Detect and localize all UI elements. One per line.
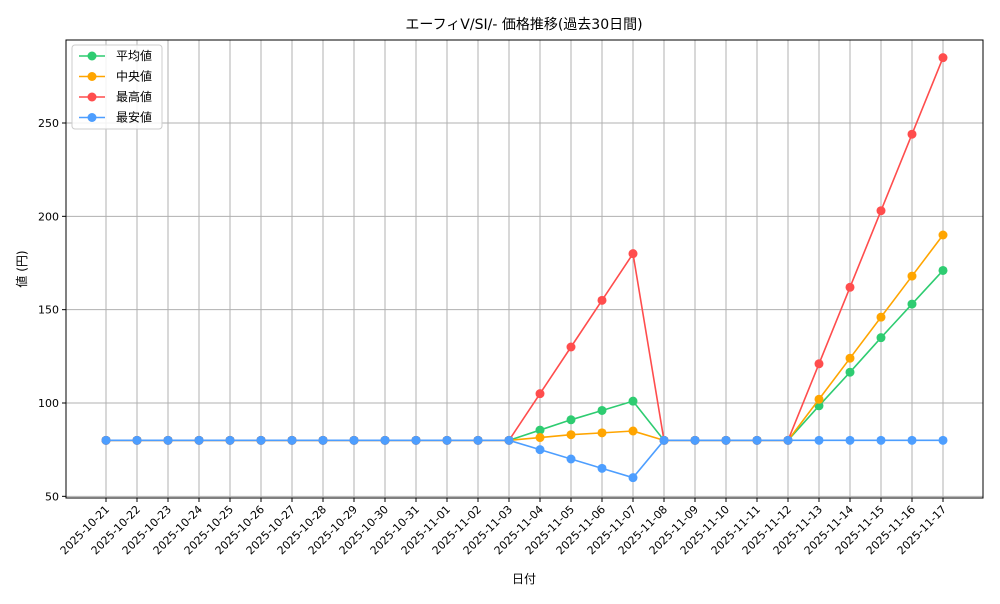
data-point — [349, 435, 359, 445]
y-tick-label: 150 — [38, 304, 59, 317]
data-point — [845, 353, 855, 363]
data-point — [597, 405, 607, 415]
series-line — [106, 439, 943, 479]
data-point — [101, 435, 111, 445]
data-point — [783, 435, 793, 445]
data-point — [690, 435, 700, 445]
data-point — [814, 435, 824, 445]
data-point — [535, 433, 545, 443]
plot-frame — [65, 39, 984, 499]
data-point — [907, 129, 917, 139]
data-point — [845, 282, 855, 292]
data-point — [628, 473, 638, 483]
data-point — [907, 299, 917, 309]
data-point — [659, 435, 669, 445]
data-point — [845, 367, 855, 377]
data-point — [566, 415, 576, 425]
series-2 — [101, 53, 948, 445]
legend-marker — [87, 72, 97, 81]
data-point — [752, 435, 762, 445]
legend-frame — [71, 44, 163, 130]
series-layer — [101, 53, 948, 483]
data-point — [845, 435, 855, 445]
legend-marker — [87, 113, 97, 122]
data-point — [597, 463, 607, 473]
legend-label: 平均値 — [116, 48, 152, 63]
data-point — [938, 265, 948, 275]
data-point — [411, 435, 421, 445]
data-point — [318, 435, 328, 445]
legend-item: 最安値 — [79, 110, 152, 125]
y-tick-label: 250 — [38, 117, 59, 130]
legend-item: 平均値 — [79, 48, 152, 63]
data-point — [628, 249, 638, 259]
y-tick-label: 100 — [38, 397, 59, 410]
data-point — [194, 435, 204, 445]
series-line — [106, 269, 944, 442]
y-tick-label: 200 — [38, 210, 59, 223]
data-point — [132, 435, 142, 445]
data-point — [566, 342, 576, 352]
data-point — [535, 389, 545, 399]
series-3 — [101, 435, 948, 483]
data-point — [876, 333, 886, 343]
data-point — [597, 428, 607, 438]
y-tick-label: 50 — [45, 490, 59, 503]
chart-title: エーフィV/SI/- 価格推移(過去30日間) — [405, 17, 642, 33]
x-axis-label: 日付 — [512, 572, 536, 586]
series-1 — [101, 230, 948, 445]
data-point — [876, 206, 886, 216]
data-point — [442, 435, 452, 445]
data-point — [597, 295, 607, 305]
y-axis-label: 値 (円) — [14, 250, 29, 287]
data-point — [938, 53, 948, 63]
data-point — [814, 394, 824, 404]
legend-item: 中央値 — [79, 69, 152, 84]
data-point — [628, 396, 638, 406]
data-point — [876, 435, 886, 445]
data-point — [163, 435, 173, 445]
data-point — [535, 445, 545, 455]
x-axis: 2025-10-212025-10-222025-10-232025-10-24… — [58, 498, 949, 557]
series-line — [106, 57, 944, 442]
data-point — [938, 230, 948, 240]
data-point — [566, 454, 576, 464]
data-point — [907, 271, 917, 281]
data-point — [535, 425, 545, 435]
data-point — [380, 435, 390, 445]
y-axis: 50 100 150 200 250 — [38, 117, 66, 503]
legend-marker — [87, 51, 97, 61]
data-point — [876, 312, 886, 322]
data-point — [938, 435, 948, 445]
data-point — [225, 435, 235, 445]
data-point — [287, 435, 297, 445]
data-point — [504, 435, 514, 445]
data-point — [566, 430, 576, 440]
legend-label: 最高値 — [116, 89, 152, 104]
data-point — [814, 359, 824, 369]
data-point — [721, 435, 731, 445]
legend-label: 最安値 — [116, 110, 152, 125]
data-point — [473, 435, 483, 445]
legend-item: 最高値 — [79, 89, 152, 104]
data-point — [628, 426, 638, 436]
legend-label: 中央値 — [116, 69, 152, 84]
legend-marker — [87, 92, 97, 102]
data-point — [256, 435, 266, 445]
data-point — [907, 435, 917, 445]
grid — [66, 40, 983, 498]
